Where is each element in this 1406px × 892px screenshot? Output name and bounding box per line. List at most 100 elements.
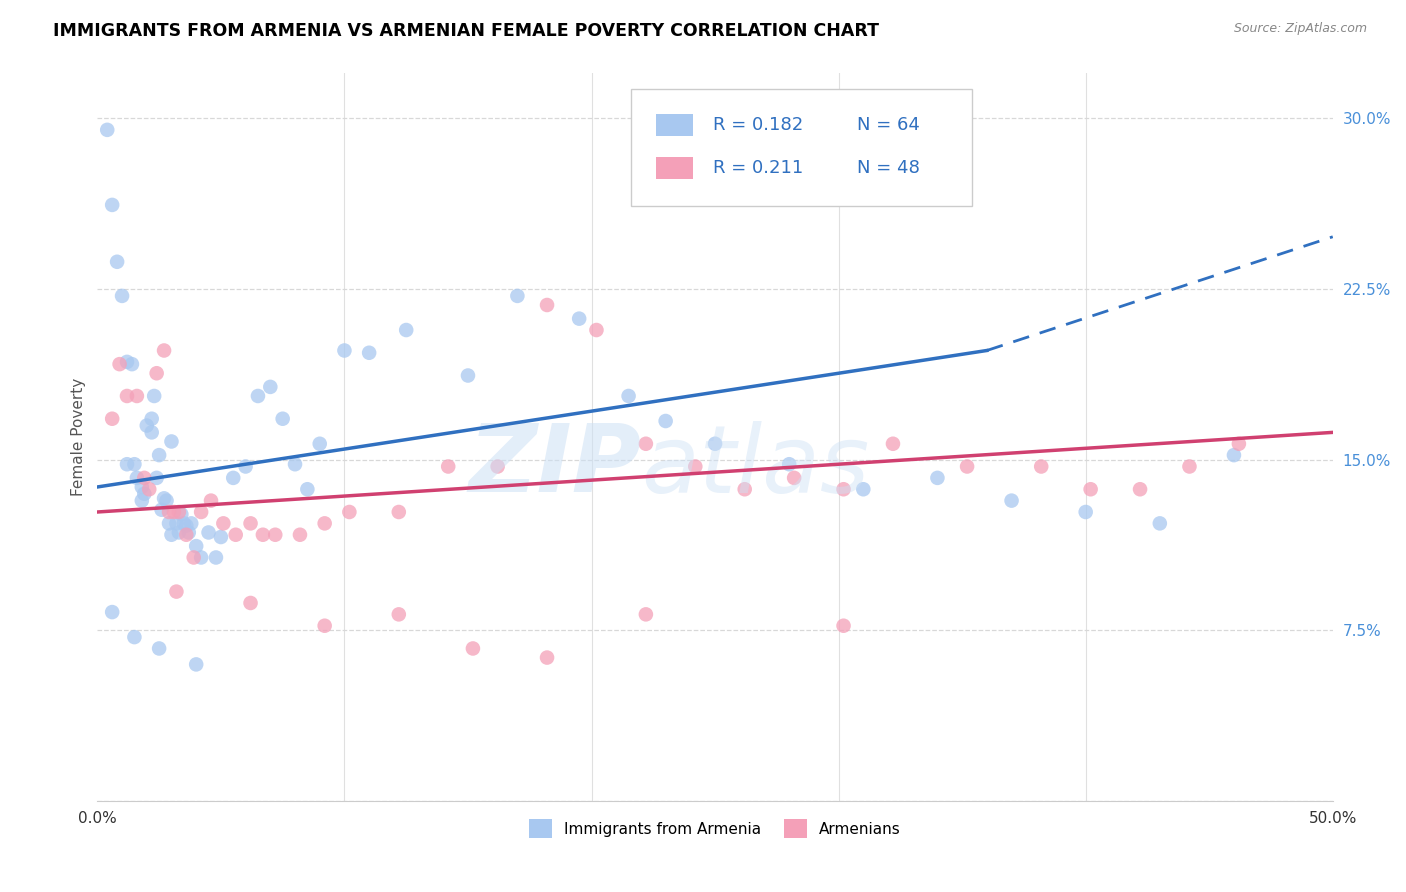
Point — [141, 425, 163, 440]
Point — [176, 518, 198, 533]
Point — [536, 298, 558, 312]
Point — [634, 607, 657, 622]
Point — [176, 527, 198, 541]
Point — [704, 436, 727, 450]
Point — [150, 502, 173, 516]
Point — [115, 355, 138, 369]
Point — [264, 527, 287, 541]
Point — [457, 368, 479, 383]
Point — [180, 516, 202, 531]
Point — [148, 641, 170, 656]
Point — [141, 411, 163, 425]
Point — [155, 493, 177, 508]
Point — [1149, 516, 1171, 531]
Point — [314, 618, 336, 632]
Point — [165, 516, 187, 531]
Point — [197, 525, 219, 540]
Point — [186, 539, 208, 553]
Point — [259, 380, 281, 394]
Point — [200, 493, 222, 508]
Point — [131, 493, 153, 508]
Point — [190, 505, 212, 519]
Point — [134, 487, 156, 501]
Point — [1227, 436, 1250, 450]
Point — [173, 516, 195, 531]
Bar — [655, 114, 693, 136]
Point — [1223, 448, 1246, 462]
Point — [654, 414, 676, 428]
Point — [163, 505, 186, 519]
Point — [135, 418, 157, 433]
Point — [145, 366, 167, 380]
Point — [832, 482, 855, 496]
Point — [388, 505, 411, 519]
Point — [927, 471, 949, 485]
Point — [288, 527, 311, 541]
Point — [160, 434, 183, 449]
Text: IMMIGRANTS FROM ARMENIA VS ARMENIAN FEMALE POVERTY CORRELATION CHART: IMMIGRANTS FROM ARMENIA VS ARMENIAN FEMA… — [53, 22, 879, 40]
Point — [212, 516, 235, 531]
Point — [138, 482, 160, 496]
Point — [585, 323, 607, 337]
Point — [832, 618, 855, 632]
Point — [148, 448, 170, 462]
Bar — [655, 157, 693, 178]
Point — [177, 525, 200, 540]
Point — [157, 505, 180, 519]
Point — [153, 343, 176, 358]
Point — [778, 457, 800, 471]
Point — [239, 596, 262, 610]
Point — [167, 525, 190, 540]
Point — [333, 343, 356, 358]
Point — [143, 389, 166, 403]
Point — [205, 550, 228, 565]
Point — [685, 459, 707, 474]
Point — [190, 550, 212, 565]
Point — [882, 436, 904, 450]
Point — [1000, 493, 1022, 508]
Point — [145, 471, 167, 485]
Point — [101, 411, 124, 425]
Point — [239, 516, 262, 531]
Point — [308, 436, 330, 450]
Point — [153, 491, 176, 506]
Text: N = 64: N = 64 — [858, 116, 920, 135]
Text: ZIP: ZIP — [468, 420, 641, 512]
Point — [284, 457, 307, 471]
Point — [1178, 459, 1201, 474]
Point — [111, 289, 134, 303]
Point — [1129, 482, 1152, 496]
Point — [252, 527, 274, 541]
Point — [108, 357, 131, 371]
Point — [506, 289, 529, 303]
Legend: Immigrants from Armenia, Armenians: Immigrants from Armenia, Armenians — [523, 814, 907, 844]
Point — [956, 459, 979, 474]
Point — [222, 471, 245, 485]
Point — [160, 527, 183, 541]
Point — [186, 657, 208, 672]
Point — [1031, 459, 1053, 474]
Point — [167, 505, 190, 519]
Text: R = 0.182: R = 0.182 — [713, 116, 803, 135]
FancyBboxPatch shape — [631, 89, 972, 206]
Point — [568, 311, 591, 326]
Point — [101, 198, 124, 212]
Point — [359, 345, 381, 359]
Point — [437, 459, 460, 474]
Point — [225, 527, 247, 541]
Text: Source: ZipAtlas.com: Source: ZipAtlas.com — [1233, 22, 1367, 36]
Point — [115, 457, 138, 471]
Point — [125, 389, 148, 403]
Point — [170, 508, 193, 522]
Point — [165, 584, 187, 599]
Point — [124, 630, 146, 644]
Text: R = 0.211: R = 0.211 — [713, 159, 803, 177]
Point — [536, 650, 558, 665]
Point — [134, 471, 156, 485]
Point — [124, 457, 146, 471]
Point — [271, 411, 294, 425]
Point — [314, 516, 336, 531]
Point — [131, 480, 153, 494]
Point — [634, 436, 657, 450]
Point — [96, 123, 118, 137]
